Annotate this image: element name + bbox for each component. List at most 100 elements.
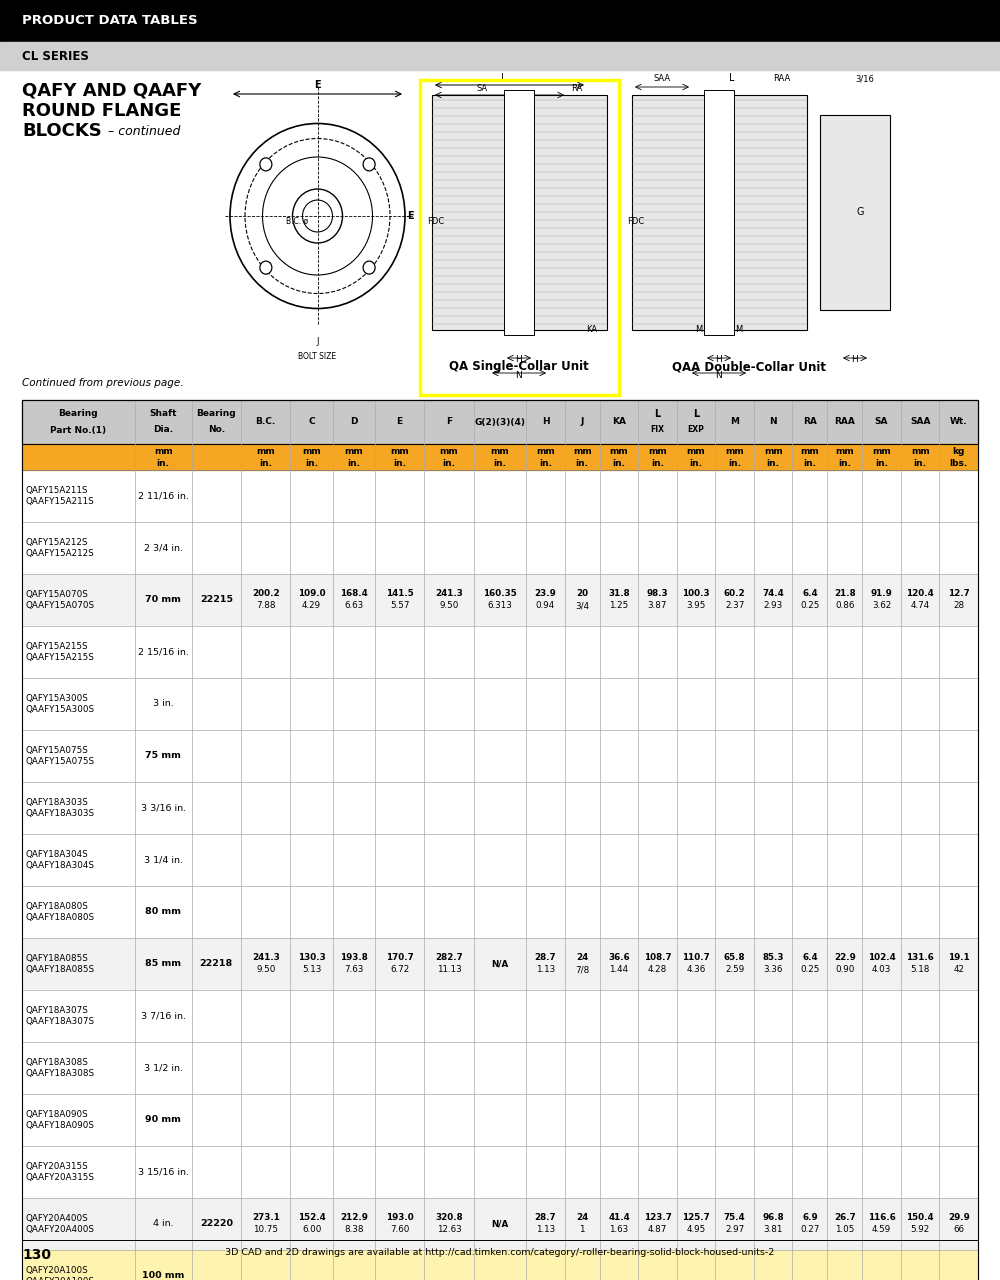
Text: 200.2: 200.2 — [252, 590, 280, 599]
Text: 91.9: 91.9 — [871, 590, 892, 599]
Text: 150.4: 150.4 — [906, 1213, 934, 1222]
Text: 125.7: 125.7 — [682, 1213, 710, 1222]
Text: mm: mm — [801, 448, 819, 457]
Text: 12.63: 12.63 — [437, 1225, 461, 1234]
Text: N/A: N/A — [491, 960, 509, 969]
Text: 5.13: 5.13 — [302, 965, 321, 974]
Text: RAA: RAA — [834, 417, 855, 426]
Text: 2 15/16 in.: 2 15/16 in. — [138, 648, 189, 657]
Text: 100 mm: 100 mm — [142, 1271, 184, 1280]
Text: 1: 1 — [579, 1225, 585, 1234]
Text: 123.7: 123.7 — [644, 1213, 671, 1222]
Text: 4.29: 4.29 — [302, 602, 321, 611]
Text: QAFY20A400S
QAAFY20A400S: QAFY20A400S QAAFY20A400S — [25, 1213, 94, 1234]
Text: 212.9: 212.9 — [340, 1213, 368, 1222]
Text: 24: 24 — [576, 1213, 588, 1222]
Text: SA: SA — [476, 84, 488, 93]
Text: 102.4: 102.4 — [868, 954, 895, 963]
Text: 6.313: 6.313 — [488, 602, 512, 611]
Bar — [0, 42, 1000, 70]
Text: in.: in. — [157, 458, 170, 467]
Text: 100.3: 100.3 — [682, 590, 710, 599]
Text: 109.0: 109.0 — [298, 590, 325, 599]
Text: H: H — [716, 356, 722, 365]
Text: CL SERIES: CL SERIES — [22, 50, 89, 63]
Text: mm: mm — [256, 448, 275, 457]
Text: 85 mm: 85 mm — [145, 960, 181, 969]
Text: J: J — [316, 338, 319, 347]
Text: 0.86: 0.86 — [835, 602, 855, 611]
Text: Bearing: Bearing — [59, 408, 98, 417]
Text: mm: mm — [440, 448, 458, 457]
Text: 6.9: 6.9 — [802, 1213, 818, 1222]
Text: QAFY20A315S
QAAFY20A315S: QAFY20A315S QAAFY20A315S — [25, 1162, 94, 1183]
Bar — [420, 79, 619, 396]
Bar — [22, 1251, 978, 1280]
Bar — [432, 95, 607, 330]
Text: 6.4: 6.4 — [802, 954, 818, 963]
Text: mm: mm — [573, 448, 592, 457]
Text: N/A: N/A — [491, 1220, 509, 1229]
Text: 3.36: 3.36 — [764, 965, 783, 974]
Text: 1.05: 1.05 — [835, 1225, 855, 1234]
Text: in.: in. — [539, 458, 552, 467]
Text: in.: in. — [803, 458, 816, 467]
Text: 7/8: 7/8 — [575, 965, 589, 974]
Text: 193.0: 193.0 — [386, 1213, 413, 1222]
Text: 96.8: 96.8 — [762, 1213, 784, 1222]
Text: 85.3: 85.3 — [762, 954, 784, 963]
Text: in.: in. — [767, 458, 780, 467]
Text: 0.94: 0.94 — [536, 602, 555, 611]
Text: 26.7: 26.7 — [834, 1213, 856, 1222]
Text: G: G — [856, 207, 864, 218]
Text: 2.93: 2.93 — [764, 602, 783, 611]
Text: FIX: FIX — [651, 425, 665, 434]
Text: 110.7: 110.7 — [682, 954, 710, 963]
Text: QAFY18A303S
QAAFY18A303S: QAFY18A303S QAAFY18A303S — [25, 797, 94, 818]
Text: 160.35: 160.35 — [483, 590, 517, 599]
Text: 22.9: 22.9 — [834, 954, 856, 963]
Text: 1.44: 1.44 — [609, 965, 629, 974]
Text: 3.62: 3.62 — [872, 602, 891, 611]
Text: 0.25: 0.25 — [800, 965, 820, 974]
Text: 70 mm: 70 mm — [145, 595, 181, 604]
Text: B.C. ø: B.C. ø — [286, 216, 309, 225]
Bar — [22, 938, 978, 989]
Text: 0.27: 0.27 — [800, 1225, 820, 1234]
Text: 28.7: 28.7 — [535, 954, 556, 963]
Text: 1.13: 1.13 — [536, 1225, 555, 1234]
Text: mm: mm — [687, 448, 705, 457]
Text: D: D — [350, 417, 358, 426]
Bar — [22, 678, 978, 730]
Text: in.: in. — [690, 458, 703, 467]
Text: 2 11/16 in.: 2 11/16 in. — [138, 492, 189, 500]
Text: kg: kg — [953, 448, 965, 457]
Ellipse shape — [260, 261, 272, 274]
Bar — [22, 399, 978, 1280]
Text: 75 mm: 75 mm — [145, 751, 181, 760]
Text: 31.8: 31.8 — [608, 590, 630, 599]
Text: – continued: – continued — [104, 125, 180, 138]
Text: 168.4: 168.4 — [340, 590, 368, 599]
Text: 21.8: 21.8 — [834, 590, 856, 599]
Text: 3.95: 3.95 — [686, 602, 706, 611]
Text: QAFY15A075S
QAAFY15A075S: QAFY15A075S QAAFY15A075S — [25, 746, 94, 767]
Text: Shaft: Shaft — [149, 408, 177, 417]
Text: E: E — [314, 79, 321, 90]
Text: in.: in. — [393, 458, 406, 467]
Text: 28: 28 — [953, 602, 964, 611]
Text: QAFY18A304S
QAAFY18A304S: QAFY18A304S QAAFY18A304S — [25, 850, 94, 870]
Text: mm: mm — [764, 448, 783, 457]
Text: mm: mm — [725, 448, 744, 457]
Text: QAFY15A300S
QAAFY15A300S: QAFY15A300S QAAFY15A300S — [25, 694, 94, 714]
Text: 170.7: 170.7 — [386, 954, 413, 963]
Text: 29.9: 29.9 — [948, 1213, 970, 1222]
Ellipse shape — [260, 157, 272, 172]
Text: QAFY15A070S
QAAFY15A070S: QAFY15A070S QAAFY15A070S — [25, 590, 94, 611]
Text: in.: in. — [305, 458, 318, 467]
Text: 5.18: 5.18 — [910, 965, 930, 974]
Text: 3D CAD and 2D drawings are available at http://cad.timken.com/category/-roller-b: 3D CAD and 2D drawings are available at … — [225, 1248, 775, 1257]
Text: in.: in. — [576, 458, 589, 467]
Text: KA: KA — [586, 325, 598, 334]
Text: 4.95: 4.95 — [686, 1225, 706, 1234]
